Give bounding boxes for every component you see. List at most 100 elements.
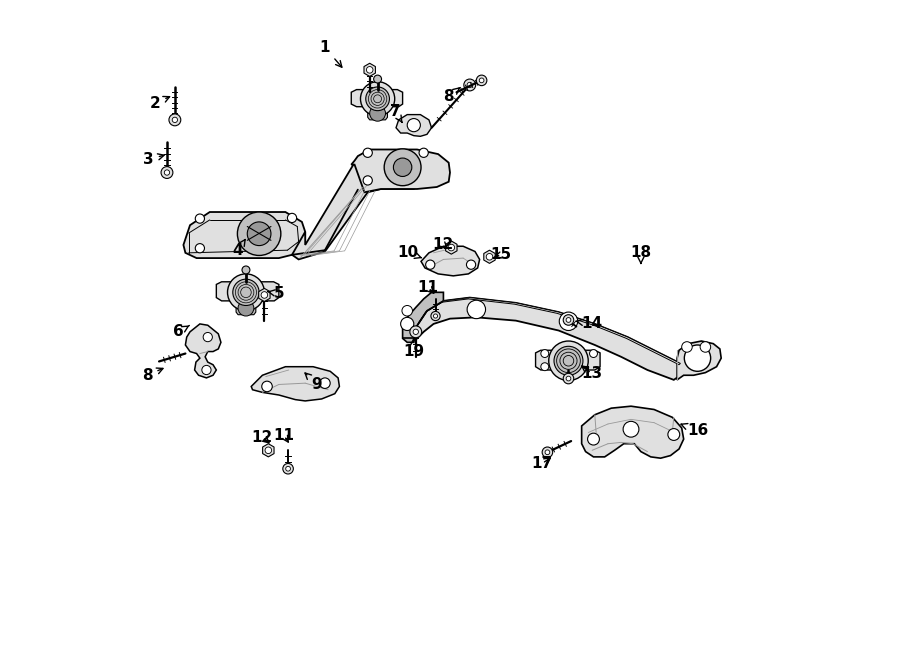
Polygon shape [368, 106, 388, 120]
Circle shape [363, 148, 373, 157]
Circle shape [374, 75, 382, 83]
Circle shape [320, 378, 330, 389]
Circle shape [169, 114, 181, 126]
Text: 10: 10 [397, 245, 421, 260]
Circle shape [238, 300, 254, 316]
Polygon shape [216, 282, 279, 301]
Circle shape [563, 373, 573, 384]
Polygon shape [581, 407, 684, 458]
Circle shape [261, 292, 267, 298]
Circle shape [476, 75, 487, 86]
Circle shape [479, 78, 484, 83]
Polygon shape [258, 288, 270, 301]
Text: 8: 8 [142, 368, 163, 383]
Circle shape [402, 305, 412, 316]
Circle shape [161, 167, 173, 178]
Circle shape [434, 314, 437, 318]
Polygon shape [351, 90, 402, 106]
Polygon shape [251, 367, 339, 401]
Polygon shape [536, 350, 600, 370]
Text: 7: 7 [390, 104, 402, 122]
Text: 5: 5 [268, 286, 284, 301]
Circle shape [413, 329, 418, 334]
Circle shape [248, 222, 271, 246]
Circle shape [563, 315, 573, 325]
Text: 8: 8 [444, 88, 460, 104]
Circle shape [407, 118, 420, 132]
Circle shape [361, 82, 395, 116]
Circle shape [419, 148, 428, 157]
Circle shape [467, 83, 472, 88]
Text: 4: 4 [233, 239, 245, 258]
Circle shape [203, 332, 212, 342]
Text: 11: 11 [274, 428, 294, 444]
Circle shape [559, 312, 578, 330]
Circle shape [400, 317, 414, 330]
Text: 17: 17 [532, 456, 553, 471]
Text: 18: 18 [630, 245, 652, 264]
Circle shape [238, 212, 281, 255]
Circle shape [165, 170, 169, 175]
Circle shape [363, 176, 373, 185]
Circle shape [541, 363, 549, 371]
Circle shape [283, 463, 293, 474]
Circle shape [549, 341, 589, 381]
Text: 2: 2 [149, 96, 169, 111]
Circle shape [202, 366, 211, 375]
Text: 12: 12 [433, 237, 454, 253]
Circle shape [590, 350, 598, 358]
Circle shape [668, 428, 680, 440]
Polygon shape [185, 324, 220, 378]
Polygon shape [677, 341, 721, 380]
Polygon shape [414, 297, 680, 380]
Circle shape [467, 300, 485, 319]
Circle shape [195, 244, 204, 253]
Circle shape [195, 214, 204, 223]
Circle shape [545, 450, 550, 455]
Circle shape [384, 149, 421, 186]
Circle shape [265, 447, 272, 453]
Text: 13: 13 [581, 366, 602, 381]
Circle shape [410, 326, 422, 338]
Polygon shape [364, 63, 375, 77]
Text: 9: 9 [305, 373, 322, 392]
Text: 14: 14 [576, 317, 603, 331]
Circle shape [448, 245, 454, 251]
Circle shape [486, 253, 493, 260]
Circle shape [681, 342, 692, 352]
Polygon shape [484, 251, 495, 263]
Circle shape [554, 346, 583, 375]
Circle shape [287, 214, 297, 223]
Polygon shape [236, 301, 256, 315]
Text: 6: 6 [174, 325, 189, 339]
Polygon shape [396, 114, 432, 136]
Polygon shape [446, 241, 457, 254]
Text: 11: 11 [418, 280, 439, 295]
Polygon shape [351, 149, 450, 192]
Circle shape [285, 467, 291, 471]
Polygon shape [421, 247, 480, 276]
Circle shape [233, 279, 259, 305]
Circle shape [426, 260, 435, 269]
Circle shape [228, 274, 265, 311]
Circle shape [566, 317, 571, 323]
Circle shape [242, 266, 250, 274]
Circle shape [431, 311, 440, 321]
Circle shape [365, 87, 390, 110]
Polygon shape [292, 159, 424, 259]
Polygon shape [402, 292, 444, 342]
Polygon shape [414, 297, 680, 365]
Circle shape [262, 381, 273, 392]
Circle shape [366, 67, 373, 73]
Circle shape [588, 433, 599, 445]
Text: 15: 15 [491, 247, 512, 262]
Circle shape [566, 376, 571, 381]
Circle shape [623, 421, 639, 437]
Circle shape [684, 345, 711, 371]
Text: 19: 19 [403, 338, 425, 359]
Circle shape [464, 79, 476, 91]
Text: 16: 16 [681, 423, 708, 438]
Circle shape [541, 350, 549, 358]
Text: 1: 1 [320, 40, 342, 67]
Circle shape [700, 342, 711, 352]
